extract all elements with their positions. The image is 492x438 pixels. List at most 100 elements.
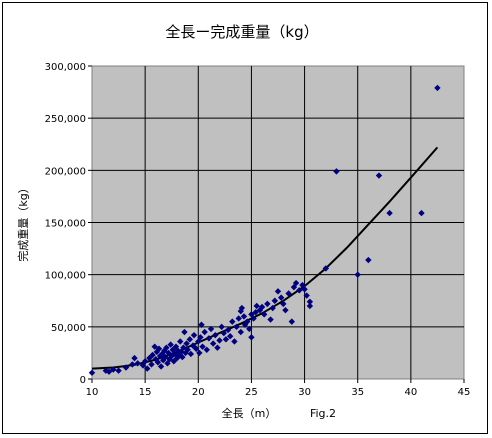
data-point (205, 335, 213, 342)
data-point (192, 345, 200, 352)
x-axis-label: 全長（m） (222, 406, 277, 420)
data-point (365, 256, 372, 264)
data-point (226, 333, 234, 340)
data-point (199, 343, 206, 350)
data-point (288, 318, 296, 325)
gridlines (92, 66, 464, 379)
data-point (131, 354, 138, 362)
data-point (190, 331, 198, 339)
data-point (277, 294, 285, 301)
data-point (264, 300, 271, 308)
data-point (163, 344, 170, 351)
data-point (155, 345, 163, 352)
data-point (110, 366, 117, 373)
data-point (122, 364, 130, 371)
data-point (253, 302, 260, 310)
data-point (224, 326, 232, 334)
data-point (115, 367, 122, 374)
x-tick-label: 30 (298, 387, 311, 398)
data-point (271, 297, 279, 304)
data-point (229, 318, 236, 325)
data-point (260, 311, 268, 318)
data-point (301, 286, 308, 293)
data-point (207, 325, 215, 333)
x-tick-label: 25 (245, 387, 258, 398)
y-tick-label: 0 (80, 375, 86, 386)
figure-label: Fig.2 (310, 407, 336, 420)
data-point (282, 306, 289, 314)
data-point (269, 304, 276, 312)
data-point (238, 304, 246, 312)
data-point (267, 316, 274, 323)
data-point (322, 265, 330, 272)
data-point (306, 302, 314, 310)
data-point (246, 325, 253, 333)
data-point (179, 353, 186, 361)
data-point (129, 361, 136, 368)
y-tick-label: 100,000 (45, 271, 86, 282)
data-point (88, 369, 96, 376)
data-point (296, 287, 303, 294)
data-point (354, 271, 361, 278)
data-point (280, 300, 287, 308)
x-tick-label: 45 (458, 387, 471, 398)
data-point (240, 313, 248, 320)
x-tick-label: 35 (351, 387, 364, 398)
data-point (303, 292, 310, 299)
data-point (306, 298, 314, 305)
data-point (235, 315, 242, 322)
data-point (333, 168, 340, 175)
data-point (149, 351, 156, 359)
data-point (146, 354, 153, 362)
data-point (212, 331, 219, 339)
data-point (141, 358, 149, 365)
data-point (203, 346, 210, 353)
data-point (216, 337, 223, 344)
data-point (174, 347, 182, 355)
data-point (434, 84, 441, 92)
data-point (170, 358, 178, 365)
data-point (198, 321, 205, 328)
data-point (231, 338, 238, 345)
data-point (186, 336, 193, 343)
data-point (148, 361, 155, 368)
data-point (250, 315, 257, 322)
chart-title: 全長ー完成重量（kg） (165, 23, 318, 41)
data-point (220, 329, 227, 337)
data-point (274, 288, 282, 295)
data-point (134, 360, 141, 367)
data-points (88, 84, 441, 376)
data-point (157, 363, 165, 370)
y-tick-label: 50,000 (51, 323, 86, 334)
data-point (144, 365, 151, 372)
data-point (248, 334, 255, 341)
y-axis-label: 完成重量（kg） (16, 182, 30, 261)
scatter-chart: 全長ー完成重量（kg） 0 50,000 100,000 150,000 200,000… (16, 23, 471, 420)
data-point (258, 303, 266, 311)
data-point (285, 290, 292, 297)
data-point (386, 209, 393, 217)
data-point (187, 350, 195, 358)
y-tick-label: 300,000 (45, 62, 86, 73)
data-point (167, 341, 174, 348)
data-point (418, 209, 425, 217)
x-tick-label: 40 (404, 387, 417, 398)
data-point (164, 360, 171, 367)
data-point (183, 340, 190, 347)
data-point (154, 359, 162, 366)
data-point (233, 323, 240, 331)
data-point (375, 172, 383, 179)
data-point (196, 349, 203, 357)
chart-frame: 全長ー完成重量（kg） 0 50,000 100,000 150,000 200,000… (2, 2, 488, 434)
y-tick-label: 200,000 (45, 166, 86, 177)
data-point (184, 346, 191, 353)
data-point (292, 279, 300, 287)
x-tick-label: 10 (86, 387, 99, 398)
data-point (243, 318, 251, 325)
data-point (181, 328, 188, 336)
x-tick-label: 15 (139, 387, 152, 398)
data-point (237, 328, 244, 336)
data-point (160, 357, 167, 364)
x-axis-ticks: 10 15 20 25 30 35 40 45 (86, 379, 471, 398)
data-point (222, 336, 230, 343)
